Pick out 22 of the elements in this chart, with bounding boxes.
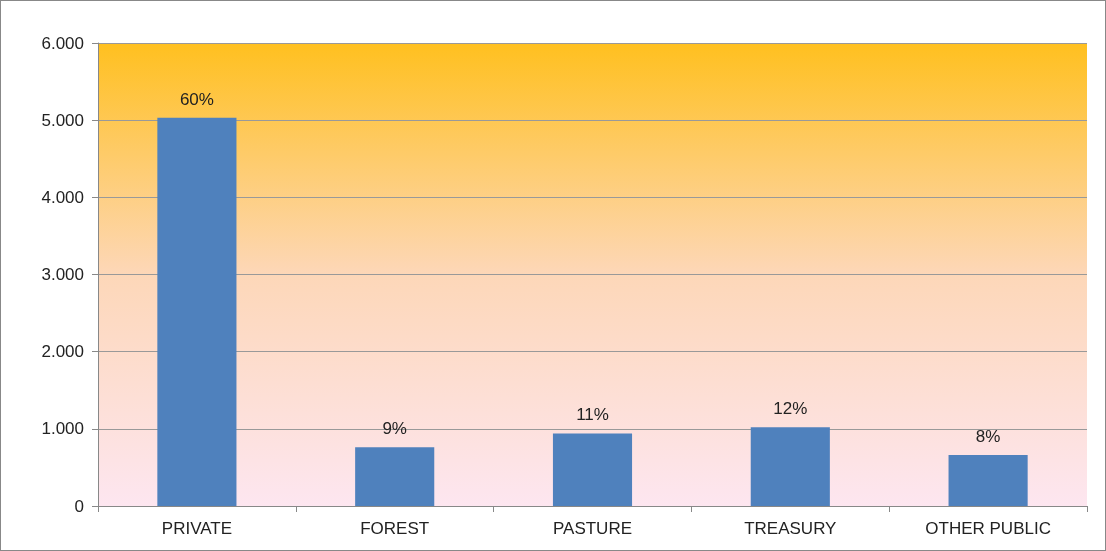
y-tick-label: 0 xyxy=(74,496,84,516)
annotation: 8% xyxy=(975,427,1001,447)
y-tick-label: 4.000 xyxy=(41,187,84,207)
bar xyxy=(948,455,1028,506)
bar xyxy=(355,447,435,506)
x-tick-label: PASTURE xyxy=(552,519,633,538)
x-tick-label: FOREST xyxy=(360,519,430,538)
y-tick-label: 3.000 xyxy=(41,265,84,284)
annotation: 12% xyxy=(773,399,808,419)
y-tick-label: 2.000 xyxy=(41,342,84,362)
bar xyxy=(552,433,633,506)
annotation: 60% xyxy=(179,89,214,109)
y-tick-label: 1.000 xyxy=(41,419,84,439)
x-tick-label: TREASURY xyxy=(744,519,837,538)
bar xyxy=(750,427,830,506)
bar xyxy=(157,117,237,506)
y-tick-label: 5.000 xyxy=(41,110,84,130)
x-tick-label: OTHER PUBLIC xyxy=(925,519,1051,538)
annotation: 11% xyxy=(576,405,609,425)
y-tick-label: 6.000 xyxy=(41,33,84,53)
x-tick-label: PRIVATE xyxy=(161,519,233,538)
annotation: 9% xyxy=(382,419,407,439)
